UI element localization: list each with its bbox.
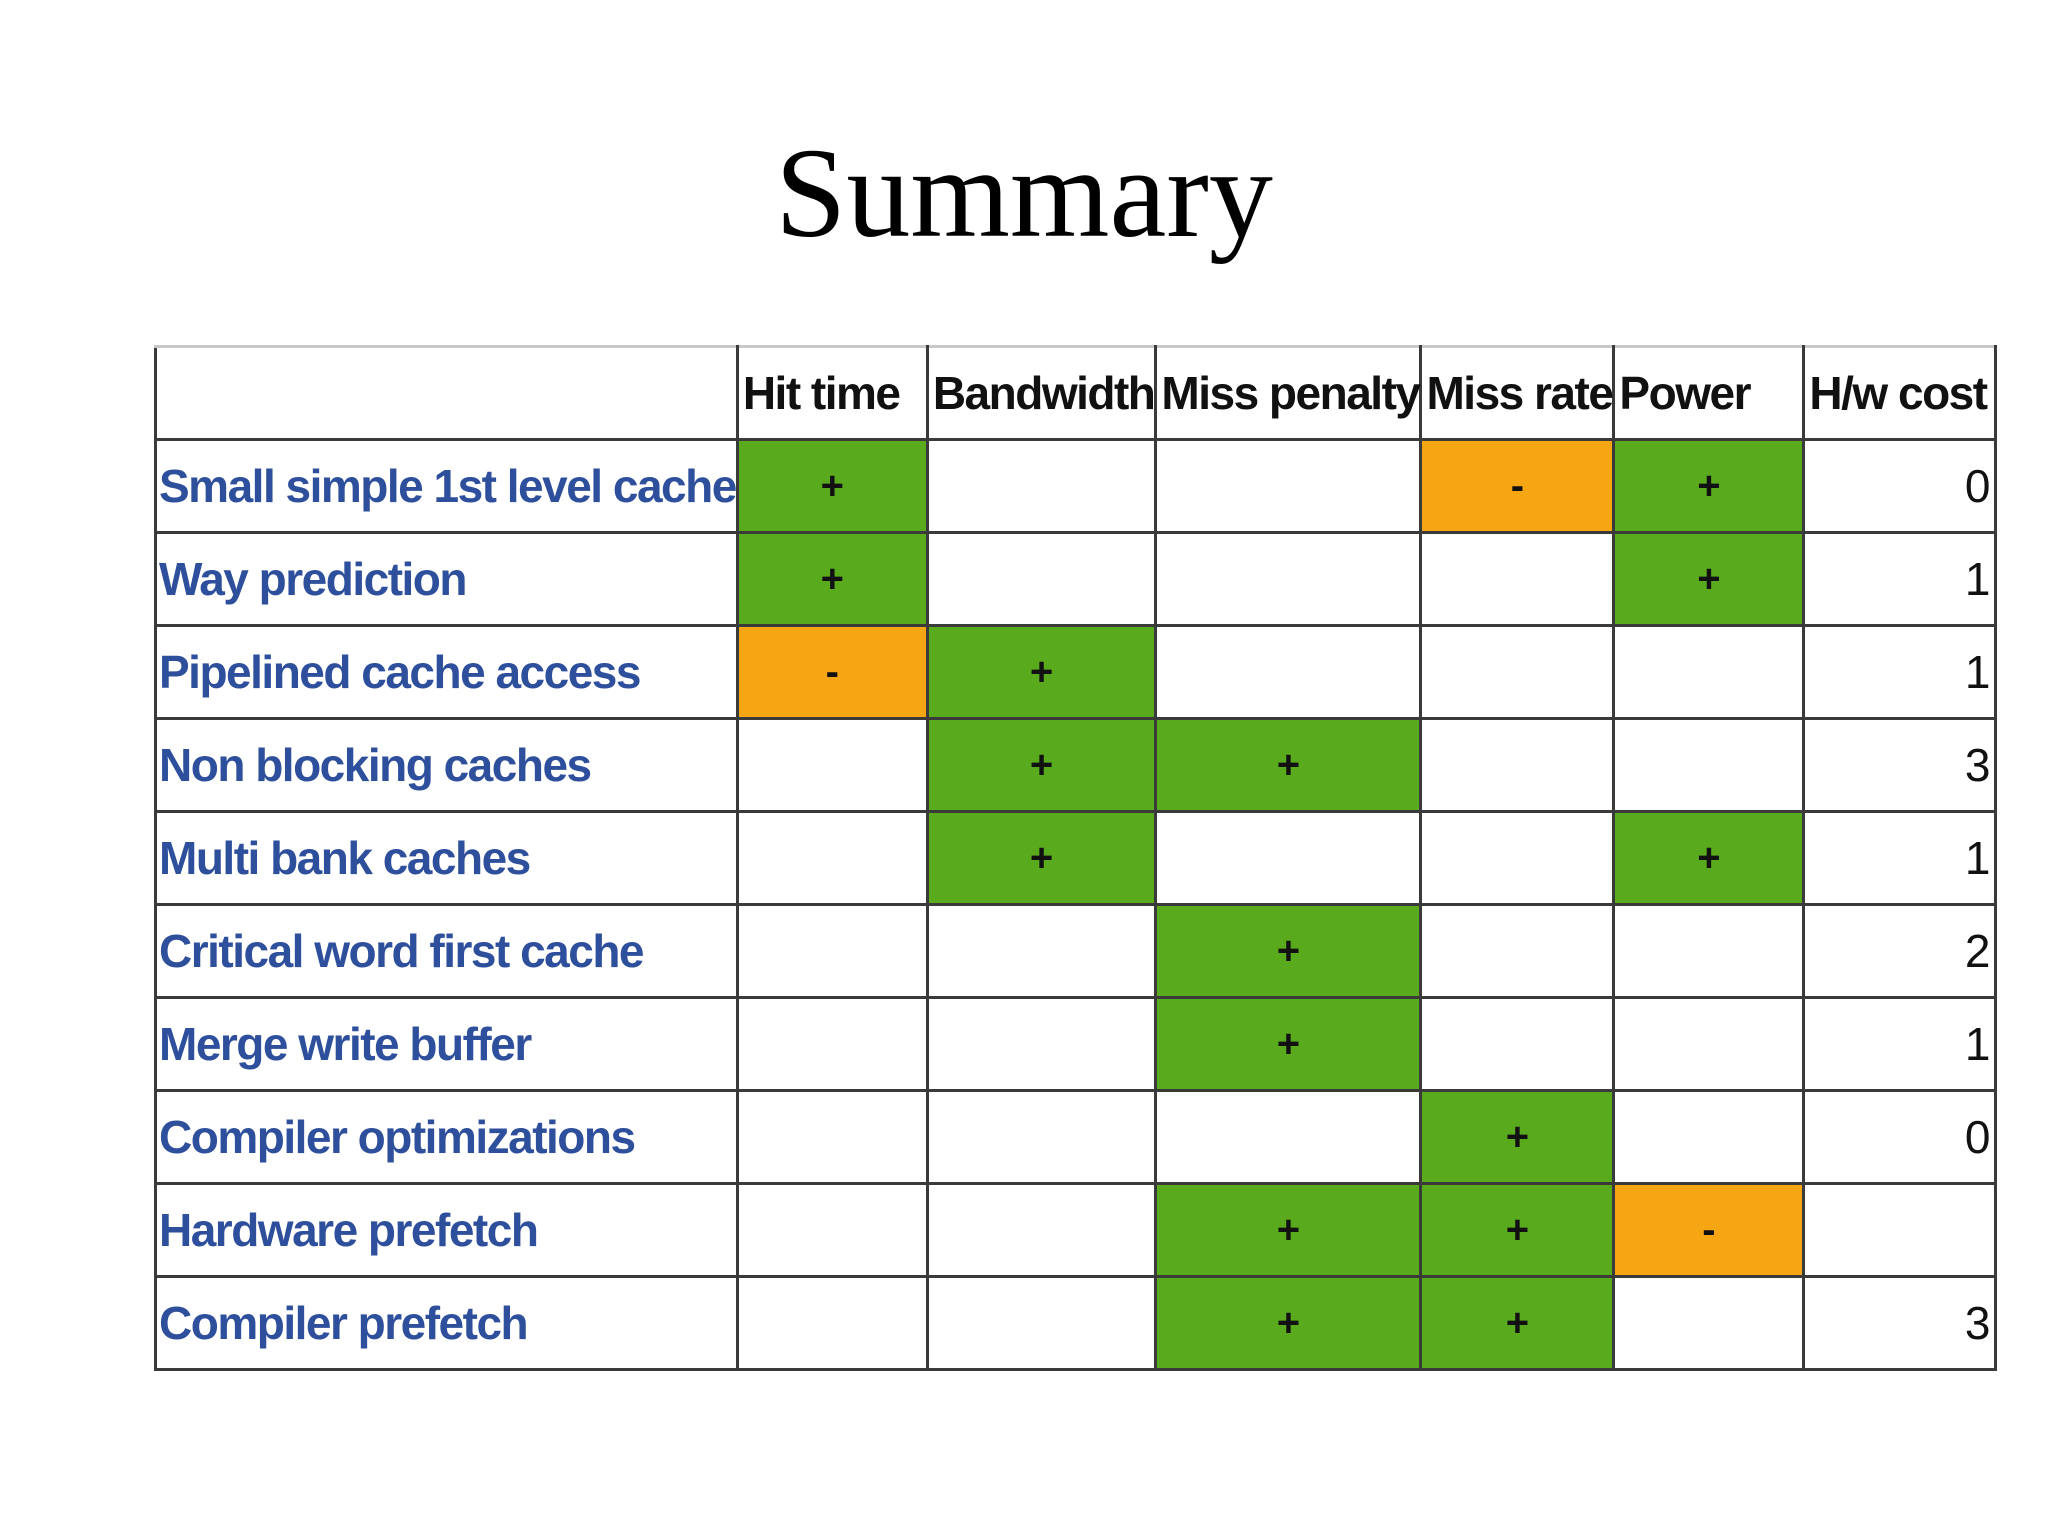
cell-hit-time: + — [735, 531, 929, 627]
cell-hw-cost: 1 — [1802, 624, 1998, 720]
row-label: Compiler prefetch — [154, 1275, 739, 1371]
cell-bandwidth — [925, 438, 1158, 534]
row-label: Multi bank caches — [154, 810, 739, 906]
cell-miss-penalty — [1154, 531, 1423, 627]
cell-miss-rate: - — [1419, 438, 1616, 534]
cell-bandwidth: + — [925, 717, 1158, 813]
cell-hit-time — [735, 1089, 929, 1185]
cell-miss-rate — [1419, 903, 1616, 999]
row-label: Hardware prefetch — [154, 1182, 739, 1278]
row-label: Pipelined cache access — [154, 624, 739, 720]
cell-bandwidth — [925, 531, 1158, 627]
cell-miss-penalty — [1154, 1089, 1423, 1185]
header-row: Hit time Bandwidth Miss penalty Miss rat… — [154, 345, 1998, 441]
cell-hw-cost: 3 — [1802, 1275, 1998, 1371]
cell-hit-time — [735, 1182, 929, 1278]
cell-miss-penalty — [1154, 438, 1423, 534]
cell-bandwidth: + — [925, 810, 1158, 906]
cell-miss-penalty: + — [1154, 1275, 1423, 1371]
cell-bandwidth — [925, 1275, 1158, 1371]
cell-miss-rate — [1419, 531, 1616, 627]
cell-bandwidth — [925, 1089, 1158, 1185]
cell-hit-time — [735, 903, 929, 999]
table-body: Small simple 1st level cache + - +0 Way pred… — [154, 438, 1998, 1371]
cell-power: + — [1612, 810, 1806, 906]
cell-power: - — [1612, 1182, 1806, 1278]
cell-miss-rate: + — [1419, 1089, 1616, 1185]
slide-title: Summary — [775, 122, 1273, 264]
table-row: Small simple 1st level cache + - +0 — [154, 438, 1998, 534]
row-label: Critical word first cache — [154, 903, 739, 999]
cell-miss-rate — [1419, 624, 1616, 720]
row-label: Compiler optimizations — [154, 1089, 739, 1185]
table-row: Pipelined cache access - +1 — [154, 624, 1998, 720]
cell-power: + — [1612, 531, 1806, 627]
row-label: Way prediction — [154, 531, 739, 627]
cell-bandwidth — [925, 903, 1158, 999]
row-label: Non blocking caches — [154, 717, 739, 813]
cell-miss-rate — [1419, 810, 1616, 906]
row-label: Merge write buffer — [154, 996, 739, 1092]
table-row: Way prediction + +1 — [154, 531, 1998, 627]
cell-miss-penalty: + — [1154, 903, 1423, 999]
table-row: Multi bank caches + +1 — [154, 810, 1998, 906]
cell-miss-rate — [1419, 996, 1616, 1092]
cell-hw-cost: 1 — [1802, 996, 1998, 1092]
cell-power — [1612, 1275, 1806, 1371]
table-row: Critical word first cache +2 — [154, 903, 1998, 999]
cell-hit-time — [735, 996, 929, 1092]
cell-bandwidth — [925, 996, 1158, 1092]
cell-power — [1612, 624, 1806, 720]
cell-hw-cost: 1 — [1802, 531, 1998, 627]
cell-hw-cost: 0 — [1802, 438, 1998, 534]
row-label: Small simple 1st level cache — [154, 438, 739, 534]
header-power: Power — [1612, 345, 1806, 441]
cell-power: + — [1612, 438, 1806, 534]
summary-table-container: Hit time Bandwidth Miss penalty Miss rat… — [154, 345, 1998, 1371]
cell-hit-time — [735, 810, 929, 906]
cell-hit-time: + — [735, 438, 929, 534]
header-miss-rate: Miss rate — [1419, 345, 1616, 441]
cell-power — [1612, 903, 1806, 999]
table-row: Merge write buffer +1 — [154, 996, 1998, 1092]
header-hw-cost: H/w cost — [1802, 345, 1998, 441]
cell-hw-cost — [1802, 1182, 1998, 1278]
header-bandwidth: Bandwidth — [925, 345, 1158, 441]
cell-miss-rate: + — [1419, 1275, 1616, 1371]
table-row: Compiler optimizations +0 — [154, 1089, 1998, 1185]
table-row: Compiler prefetch + +3 — [154, 1275, 1998, 1371]
cell-power — [1612, 717, 1806, 813]
cell-power — [1612, 1089, 1806, 1185]
cell-miss-penalty: + — [1154, 1182, 1423, 1278]
cell-miss-penalty: + — [1154, 717, 1423, 813]
header-miss-penalty: Miss penalty — [1154, 345, 1423, 441]
table-row: Non blocking caches + +3 — [154, 717, 1998, 813]
cell-hit-time — [735, 1275, 929, 1371]
cell-hit-time — [735, 717, 929, 813]
header-hit-time: Hit time — [735, 345, 929, 441]
cell-miss-rate — [1419, 717, 1616, 813]
cell-hw-cost: 0 — [1802, 1089, 1998, 1185]
header-cell-empty — [154, 345, 739, 441]
cell-hw-cost: 3 — [1802, 717, 1998, 813]
cell-hw-cost: 2 — [1802, 903, 1998, 999]
table-row: Hardware prefetch + + - — [154, 1182, 1998, 1278]
cell-power — [1612, 996, 1806, 1092]
summary-table: Hit time Bandwidth Miss penalty Miss rat… — [154, 345, 1998, 1371]
cell-miss-rate: + — [1419, 1182, 1616, 1278]
cell-bandwidth: + — [925, 624, 1158, 720]
cell-miss-penalty — [1154, 624, 1423, 720]
cell-hit-time: - — [735, 624, 929, 720]
cell-miss-penalty — [1154, 810, 1423, 906]
cell-hw-cost: 1 — [1802, 810, 1998, 906]
cell-miss-penalty: + — [1154, 996, 1423, 1092]
cell-bandwidth — [925, 1182, 1158, 1278]
